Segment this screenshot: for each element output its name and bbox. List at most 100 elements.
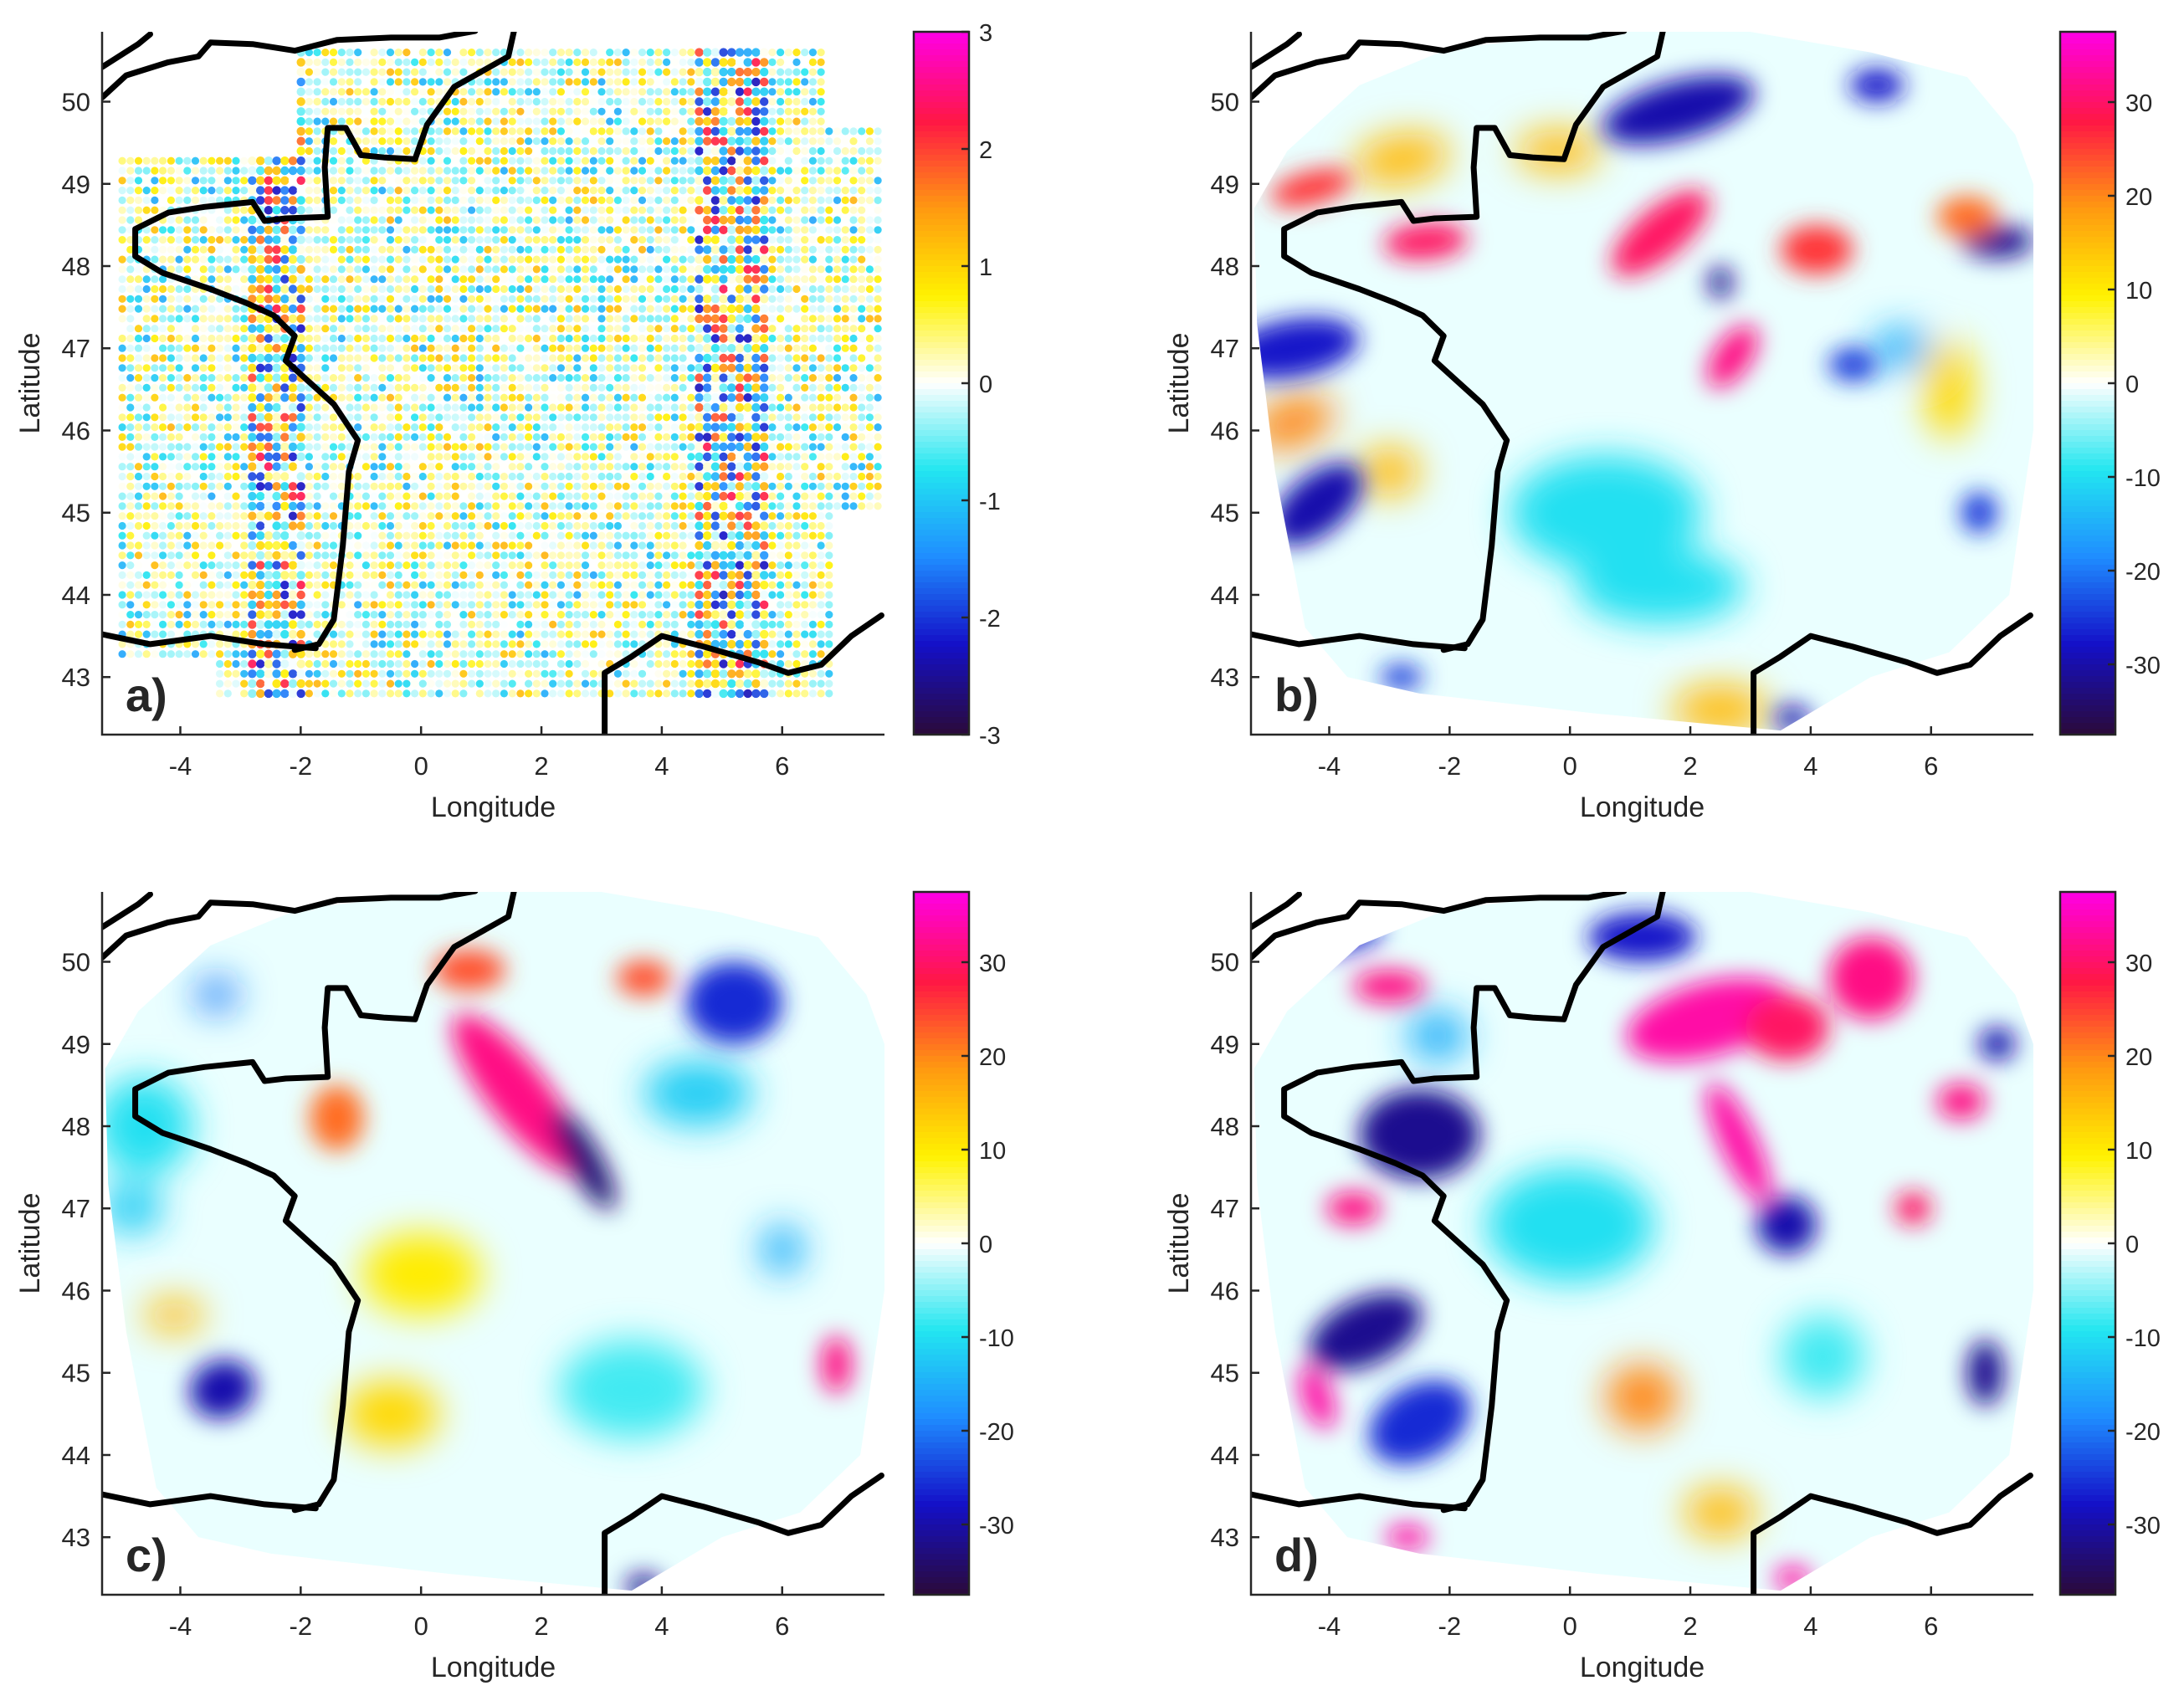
obs-dot <box>654 403 663 412</box>
obs-dot <box>532 284 541 294</box>
obs-dot <box>451 433 459 442</box>
obs-dot <box>589 236 597 244</box>
obs-dot <box>337 245 346 254</box>
obs-dot <box>411 255 419 264</box>
obs-dot <box>208 354 216 362</box>
obs-dot <box>378 167 387 175</box>
obs-dot <box>858 374 866 382</box>
obs-dot <box>525 472 533 481</box>
obs-dot <box>223 502 232 510</box>
obs-dot <box>817 650 825 658</box>
obs-dot <box>151 315 159 323</box>
obs-dot <box>865 443 874 451</box>
obs-dot <box>532 226 541 234</box>
obs-dot <box>663 236 671 244</box>
obs-dot <box>329 167 338 175</box>
obs-dot <box>370 433 378 442</box>
obs-dot <box>167 354 175 362</box>
obs-dot <box>541 541 549 550</box>
obs-dot <box>597 315 606 323</box>
obs-dot <box>272 581 281 590</box>
obs-dot <box>240 216 249 224</box>
obs-dot <box>727 245 736 254</box>
obs-dot <box>484 541 492 550</box>
obs-dot <box>646 295 654 303</box>
obs-dot <box>484 561 492 570</box>
obs-dot <box>589 196 597 204</box>
obs-dot <box>719 274 728 284</box>
obs-dot <box>151 541 159 550</box>
obs-dot <box>508 463 516 471</box>
obs-dot <box>710 629 720 639</box>
obs-dot <box>126 541 135 550</box>
obs-dot <box>654 265 663 274</box>
obs-dot <box>346 187 354 195</box>
obs-dot <box>394 236 402 244</box>
obs-dot <box>199 502 208 510</box>
obs-dot <box>199 531 208 540</box>
obs-dot <box>597 206 606 214</box>
obs-dot <box>670 453 679 461</box>
obs-dot <box>751 314 761 324</box>
obs-dot <box>223 443 232 451</box>
obs-dot <box>280 600 290 609</box>
obs-dot <box>556 512 566 520</box>
obs-dot <box>858 334 866 343</box>
obs-dot <box>670 156 679 165</box>
obs-dot <box>167 443 175 451</box>
obs-dot <box>468 245 476 254</box>
obs-dot <box>435 492 443 500</box>
obs-dot <box>280 472 290 481</box>
obs-dot <box>646 581 654 589</box>
obs-dot <box>646 571 654 580</box>
obs-dot <box>606 354 614 362</box>
obs-dot <box>370 521 378 530</box>
obs-dot <box>654 521 663 530</box>
obs-dot <box>394 413 402 422</box>
obs-dot <box>500 255 509 264</box>
obs-dot <box>272 324 281 333</box>
obs-dot <box>719 571 728 580</box>
obs-dot <box>858 216 866 224</box>
obs-dot <box>727 551 736 560</box>
obs-dot <box>792 679 801 688</box>
obs-dot <box>208 423 216 432</box>
obs-dot <box>216 403 224 412</box>
obs-dot <box>484 354 492 362</box>
obs-dot <box>525 226 533 234</box>
obs-dot <box>151 187 159 195</box>
obs-dot <box>710 541 720 551</box>
obs-dot <box>654 344 663 352</box>
obs-dot <box>329 383 338 392</box>
obs-dot <box>613 571 623 580</box>
obs-dot <box>556 472 566 481</box>
obs-dot <box>735 659 745 669</box>
obs-dot <box>459 413 468 422</box>
obs-dot <box>418 265 427 274</box>
obs-dot <box>849 364 858 372</box>
obs-dot <box>630 601 638 609</box>
obs-dot <box>354 364 362 372</box>
obs-dot <box>443 630 452 638</box>
obs-dot <box>451 177 459 185</box>
obs-dot <box>451 156 459 165</box>
obs-dot <box>573 216 582 224</box>
obs-dot <box>556 443 566 451</box>
obs-dot <box>296 620 305 629</box>
obs-dot <box>288 393 298 402</box>
obs-dot <box>248 590 257 600</box>
obs-dot <box>735 501 745 511</box>
obs-dot <box>808 167 818 175</box>
obs-dot <box>670 463 679 471</box>
obs-dot <box>638 591 647 599</box>
obs-dot <box>378 305 387 313</box>
obs-dot <box>735 402 745 412</box>
obs-dot <box>296 344 305 353</box>
obs-dot <box>305 265 313 274</box>
obs-dot <box>743 363 752 372</box>
obs-dot <box>394 393 402 402</box>
obs-dot <box>191 492 200 500</box>
obs-dot <box>833 245 842 254</box>
obs-dot <box>532 255 541 264</box>
obs-dot <box>337 325 346 333</box>
